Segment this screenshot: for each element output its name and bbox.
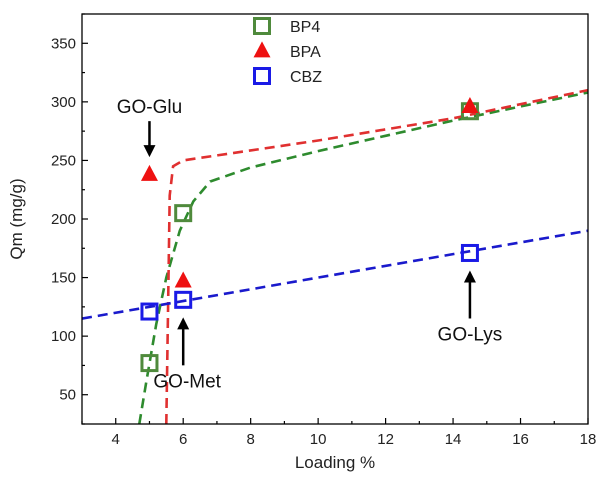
point-bp4-0 xyxy=(140,354,159,373)
y-axis-title: Qm (mg/g) xyxy=(7,178,26,259)
y-tick-label: 50 xyxy=(59,387,76,404)
x-axis-title: Loading % xyxy=(295,453,375,472)
legend-label-bp4: BP4 xyxy=(290,19,320,36)
x-tick-label: 10 xyxy=(310,431,327,448)
fit-line-bpa xyxy=(165,88,588,424)
legend-marker-bpa xyxy=(253,41,271,58)
legend-marker-bp4 xyxy=(253,17,271,35)
point-bpa-1 xyxy=(174,271,192,288)
y-tick-label: 250 xyxy=(51,152,76,169)
x-tick-label: 6 xyxy=(179,431,187,448)
legend-marker-cbz xyxy=(253,67,271,85)
data-points xyxy=(140,96,479,373)
x-tick-label: 4 xyxy=(112,431,120,448)
annotation-2: GO-Lys xyxy=(438,324,503,345)
point-bp4-1 xyxy=(174,204,193,223)
legend: BP4 BPA CBZ xyxy=(253,17,322,86)
x-tick-label: 18 xyxy=(580,431,597,448)
x-tick-label: 14 xyxy=(445,431,462,448)
axes: 4 6 8 10 12 14 16 18 50 100 150 200 250 300 350 Loading… xyxy=(7,13,597,472)
arrow-head-1 xyxy=(177,317,190,330)
arrow-head-2 xyxy=(463,270,476,283)
y-tick-label: 150 xyxy=(51,270,76,287)
x-tick-label: 16 xyxy=(512,431,529,448)
point-bpa-0 xyxy=(140,164,158,181)
fit-line-cbz xyxy=(82,229,588,320)
y-tick-label: 350 xyxy=(51,35,76,52)
point-cbz-0 xyxy=(140,302,159,321)
point-bpa-2 xyxy=(461,96,479,113)
fit-lines xyxy=(82,88,588,424)
point-cbz-2 xyxy=(460,243,479,262)
x-tick-label: 12 xyxy=(377,431,394,448)
annotation-1: GO-Met xyxy=(153,371,221,392)
legend-label-bpa: BPA xyxy=(290,44,321,61)
fit-line-bp4 xyxy=(138,91,588,424)
y-tick-label: 200 xyxy=(51,211,76,228)
annotation-0: GO-Glu xyxy=(117,97,182,118)
y-tick-label: 100 xyxy=(51,328,76,345)
y-tick-label: 300 xyxy=(51,94,76,111)
annotations: GO-Glu GO-Met GO-Lys xyxy=(117,97,503,392)
x-tick-label: 8 xyxy=(246,431,254,448)
arrow-head-0 xyxy=(143,145,156,158)
legend-label-cbz: CBZ xyxy=(290,69,322,86)
point-cbz-1 xyxy=(174,290,193,309)
